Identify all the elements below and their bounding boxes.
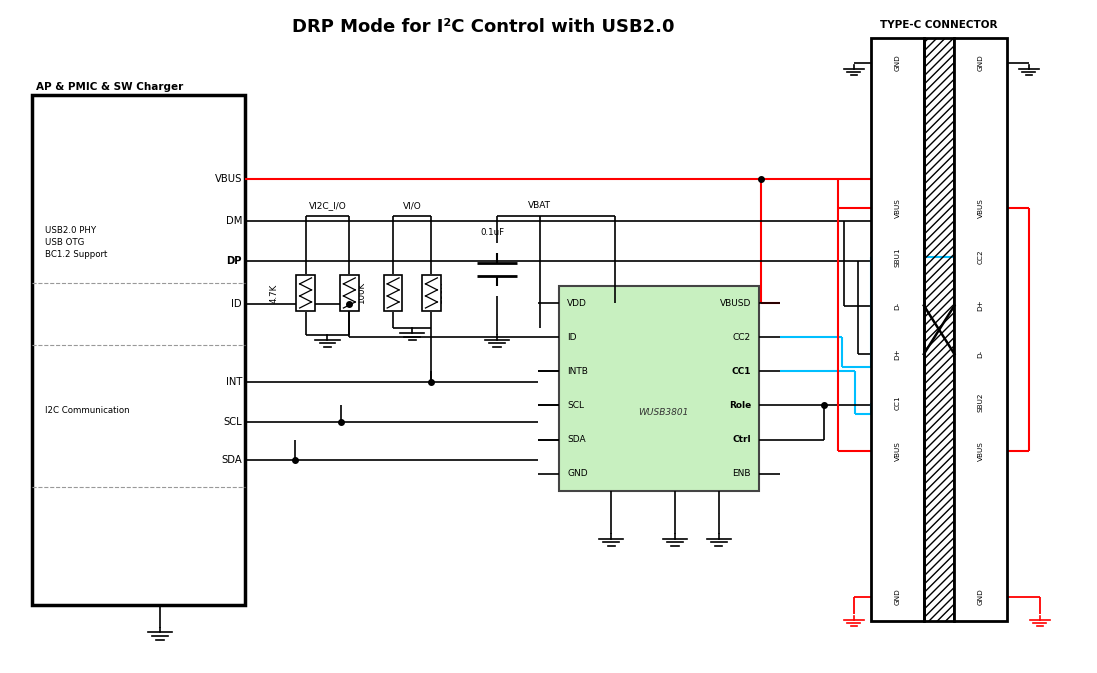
Text: SBU1: SBU1	[894, 247, 901, 267]
Text: 0.1uF: 0.1uF	[480, 228, 505, 238]
Text: SDA: SDA	[222, 456, 242, 466]
Text: SCL: SCL	[224, 417, 242, 427]
Bar	[559, 286, 759, 491]
Text: SCL: SCL	[567, 401, 584, 410]
Text: I2C Communication: I2C Communication	[45, 406, 129, 415]
Text: WUSB3801: WUSB3801	[637, 409, 688, 417]
Text: Role: Role	[728, 401, 751, 410]
Text: D+: D+	[977, 299, 984, 312]
Text: CC2: CC2	[733, 333, 751, 342]
Text: VI/O: VI/O	[403, 201, 421, 211]
Text: VBAT: VBAT	[529, 201, 552, 211]
Text: GND: GND	[977, 54, 984, 71]
Text: 100K: 100K	[357, 282, 365, 304]
Text: SDA: SDA	[567, 435, 586, 444]
Text: D-: D-	[894, 302, 901, 310]
Text: VBUSD: VBUSD	[720, 299, 751, 308]
Text: VI2C_I/O: VI2C_I/O	[308, 201, 347, 211]
Text: ID: ID	[567, 333, 577, 342]
Text: AP & PMIC & SW Charger: AP & PMIC & SW Charger	[36, 82, 183, 92]
Text: VBUS: VBUS	[215, 174, 242, 184]
Text: 4.7K: 4.7K	[269, 283, 279, 303]
Text: DRP Mode for I²C Control with USB2.0: DRP Mode for I²C Control with USB2.0	[292, 18, 674, 36]
Text: VBUS: VBUS	[894, 199, 901, 218]
Text: GND: GND	[894, 589, 901, 606]
Text: SBU2: SBU2	[977, 393, 984, 413]
Text: 100K: 100K	[434, 282, 443, 304]
Text: VBUS: VBUS	[894, 441, 901, 461]
Text: GND: GND	[567, 469, 588, 478]
Text: Ctrl: Ctrl	[733, 435, 751, 444]
Text: CC1: CC1	[894, 395, 901, 410]
Text: INTB: INTB	[567, 367, 588, 376]
Text: TYPE-C CONNECTOR: TYPE-C CONNECTOR	[881, 20, 998, 30]
Text: VBUS: VBUS	[977, 441, 984, 461]
Text: CC1: CC1	[732, 367, 751, 376]
Text: GND: GND	[894, 54, 901, 71]
Text: GND: GND	[977, 589, 984, 606]
Text: ENB: ENB	[733, 469, 751, 478]
Text: DP: DP	[227, 256, 242, 267]
Bar	[384, 275, 403, 312]
Text: VDD: VDD	[567, 299, 587, 308]
Text: DM: DM	[226, 216, 242, 226]
Bar	[340, 275, 359, 312]
Text: VBUS: VBUS	[977, 199, 984, 218]
Text: 4.7K: 4.7K	[352, 283, 362, 303]
Text: USB2.0 PHY
USB OTG
BC1.2 Support: USB2.0 PHY USB OTG BC1.2 Support	[45, 226, 108, 259]
Bar	[296, 275, 315, 312]
Bar	[32, 95, 246, 604]
Bar	[422, 275, 441, 312]
Bar	[924, 38, 954, 621]
Text: D+: D+	[894, 348, 901, 360]
Text: INT: INT	[226, 377, 242, 387]
Bar	[954, 38, 1007, 621]
Bar	[871, 38, 924, 621]
Text: D-: D-	[977, 350, 984, 358]
Text: ID: ID	[231, 299, 242, 310]
Text: CC2: CC2	[977, 250, 984, 264]
